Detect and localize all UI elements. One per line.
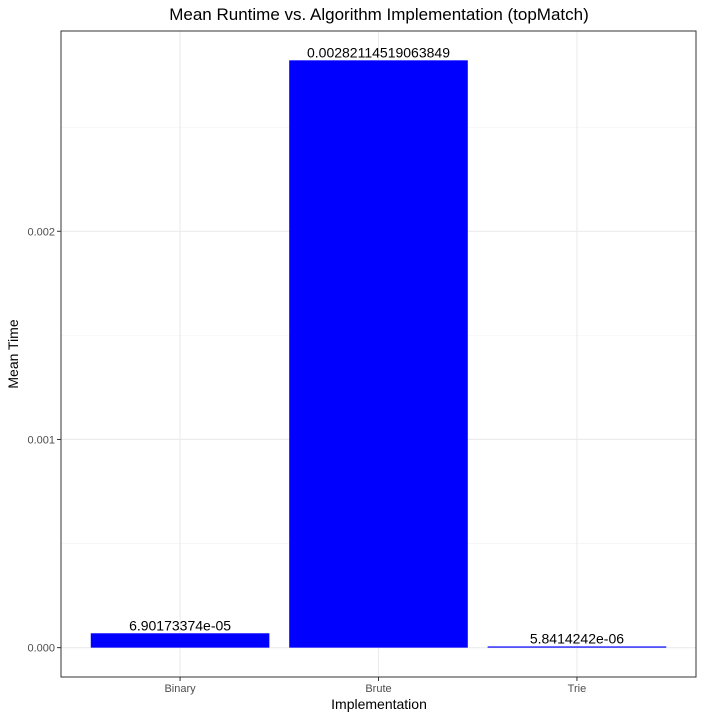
y-tick-label: 0.000 bbox=[27, 643, 55, 655]
x-tick-label-binary: Binary bbox=[164, 683, 196, 695]
bar-trie bbox=[487, 646, 667, 648]
x-tick-label-trie: Trie bbox=[568, 683, 587, 695]
bars bbox=[90, 60, 667, 648]
y-tick-label: 0.001 bbox=[27, 434, 55, 446]
x-axis: Binary Brute Trie bbox=[164, 677, 586, 695]
chart-title: Mean Runtime vs. Algorithm Implementatio… bbox=[169, 5, 589, 24]
data-label-trie: 5.8414242e-06 bbox=[530, 630, 624, 646]
bar-brute bbox=[289, 60, 468, 648]
x-axis-title: Implementation bbox=[331, 696, 427, 712]
y-tick-label: 0.002 bbox=[27, 226, 55, 238]
data-labels: 6.90173374e-05 0.00282114519063849 5.84142… bbox=[129, 44, 624, 646]
y-axis: 0.000 0.001 0.002 bbox=[27, 226, 61, 655]
bar-binary bbox=[90, 633, 270, 648]
data-label-binary: 6.90173374e-05 bbox=[129, 617, 231, 633]
x-tick-label-brute: Brute bbox=[365, 683, 391, 695]
y-axis-title: Mean Time bbox=[5, 319, 21, 388]
data-label-brute: 0.00282114519063849 bbox=[307, 44, 450, 60]
